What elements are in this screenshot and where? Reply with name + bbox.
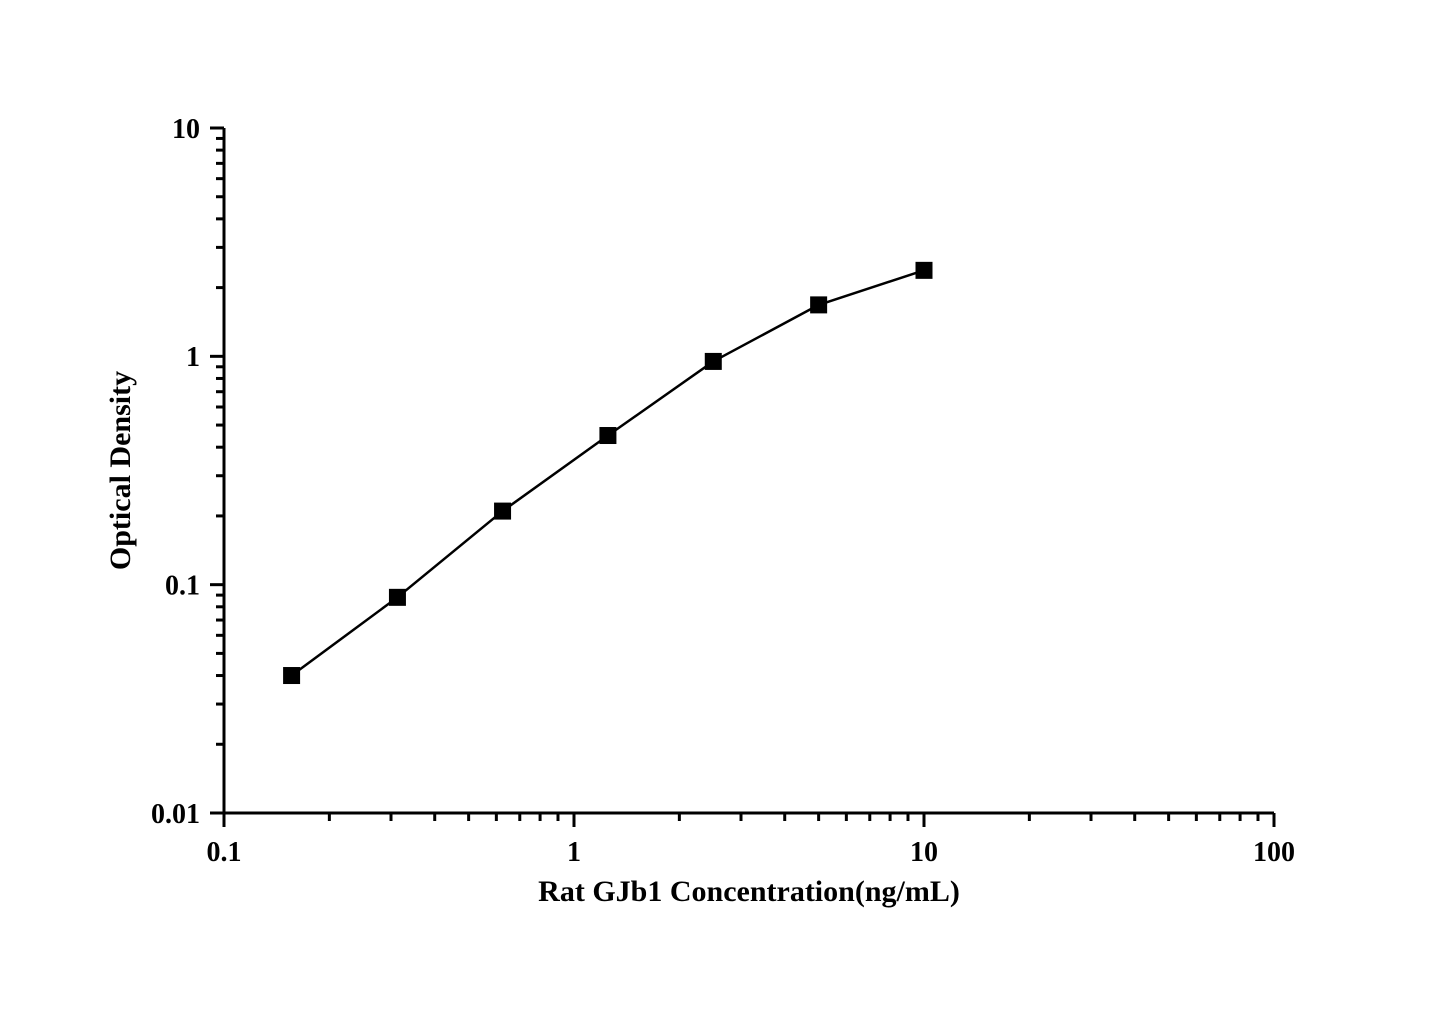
y-tick-label: 0.1 <box>165 570 200 601</box>
data-marker <box>811 297 827 313</box>
y-axis-label: Optical Density <box>104 371 137 570</box>
data-marker <box>916 262 932 278</box>
data-marker <box>705 353 721 369</box>
y-tick-label: 0.01 <box>151 799 200 830</box>
chart-svg: 0.11101000.010.1110Rat GJb1 Concentratio… <box>0 0 1445 1009</box>
x-axis-label: Rat GJb1 Concentration(ng/mL) <box>538 875 960 908</box>
x-tick-label: 100 <box>1253 837 1295 868</box>
x-tick-label: 1 <box>567 837 581 868</box>
y-tick-label: 10 <box>172 114 200 145</box>
data-marker <box>284 668 300 684</box>
chart-container: 0.11101000.010.1110Rat GJb1 Concentratio… <box>0 0 1445 1009</box>
x-tick-label: 0.1 <box>207 837 242 868</box>
data-marker <box>495 503 511 519</box>
data-marker <box>389 589 405 605</box>
x-tick-label: 10 <box>910 837 938 868</box>
data-marker <box>600 428 616 444</box>
y-tick-label: 1 <box>186 342 200 373</box>
